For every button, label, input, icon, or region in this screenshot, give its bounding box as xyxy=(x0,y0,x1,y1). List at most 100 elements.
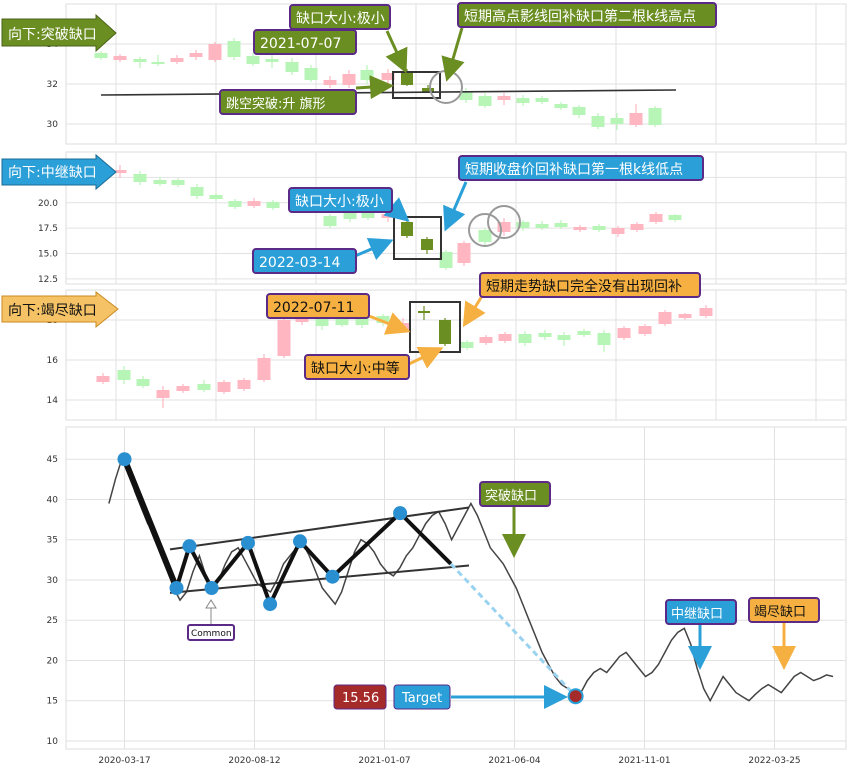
arrow-note-2 xyxy=(443,181,468,232)
candle-body xyxy=(497,222,511,232)
panel3-candles xyxy=(96,305,713,408)
target-box xyxy=(393,684,451,710)
candle-body xyxy=(190,187,204,196)
banner-arrow-2 xyxy=(1,153,117,191)
candle-body xyxy=(285,62,299,72)
gapsize-label-2: 缺口大小:极小 xyxy=(295,194,384,210)
arrow-gapsize-3 xyxy=(408,347,444,369)
candle-body xyxy=(611,228,625,234)
target-label: Target xyxy=(401,691,442,706)
banner-label-2: 向下:中继缺口 xyxy=(8,165,97,181)
candle-body xyxy=(156,390,170,398)
candle-body xyxy=(518,334,532,343)
main-grid: 2020-03-17 2020-08-12 2021-01-07 2021-06-04… xyxy=(47,427,846,766)
note-box-3 xyxy=(479,272,701,298)
pivot-point xyxy=(169,581,184,595)
gapsize-label-1: 缺口大小:极小 xyxy=(296,11,385,27)
candle-body xyxy=(227,41,241,57)
candle-body xyxy=(439,320,451,344)
candle-body xyxy=(315,316,329,326)
y-tick-label: 12.5 xyxy=(38,275,58,285)
zigzag-segment xyxy=(268,540,302,605)
candle-body xyxy=(133,174,147,182)
candle-body xyxy=(478,96,492,106)
candle-body xyxy=(421,239,433,250)
date-label-1: 2021-07-07 xyxy=(260,36,341,52)
candle-body xyxy=(591,116,605,127)
banner-label-1: 向下:突破缺口 xyxy=(8,27,97,43)
target-value-label: 15.56 xyxy=(342,691,379,706)
pivot-point xyxy=(325,569,340,584)
arrow-note-1 xyxy=(441,27,465,82)
candle-body xyxy=(217,382,231,392)
candle-body xyxy=(479,337,493,343)
candle-body xyxy=(649,214,663,222)
y-tick-label: 25 xyxy=(47,616,58,626)
candle-body xyxy=(133,59,147,62)
x-tick-label: 2021-01-07 xyxy=(358,756,410,766)
y-tick-label: 20 xyxy=(47,656,59,666)
arrow-gapsize-2 xyxy=(383,197,410,222)
candle-body xyxy=(176,386,190,391)
zigzag-segment xyxy=(210,541,250,590)
candle-body xyxy=(401,73,413,85)
x-tick-label: 2021-06-04 xyxy=(488,756,541,766)
candle-body xyxy=(557,335,571,340)
candle-body xyxy=(376,316,390,323)
candle-body xyxy=(151,62,165,64)
note-box-2 xyxy=(458,155,704,181)
candle-body xyxy=(617,328,631,338)
y-tick-label: 35 xyxy=(47,536,58,546)
arrow-date-3 xyxy=(368,312,411,335)
note-label-3: 短期走势缺口完全没有出现回补 xyxy=(486,278,682,295)
candle-body xyxy=(209,195,223,199)
candle-body xyxy=(266,202,280,208)
x-tick-label: 2022-03-25 xyxy=(748,756,800,766)
extra-label-1: 跳空突破:升 旗形 xyxy=(226,96,326,112)
x-tick-label: 2020-08-12 xyxy=(228,756,280,766)
main-frame xyxy=(65,426,847,750)
fill-circle-2b xyxy=(487,205,521,239)
gap2-box xyxy=(665,599,737,625)
candle-body xyxy=(171,180,185,185)
candle-body xyxy=(113,56,127,60)
pivot-point xyxy=(182,539,197,554)
pivot-point xyxy=(393,506,408,521)
candle-body xyxy=(208,44,222,60)
candle-body xyxy=(96,376,110,382)
target-projection xyxy=(449,562,577,698)
banner-arrow-1 xyxy=(1,13,117,53)
y-tick-label: 30 xyxy=(47,576,59,586)
candle-body xyxy=(610,118,624,124)
note-box-1 xyxy=(457,2,717,28)
candle-body xyxy=(237,380,251,389)
date-label-3: 2022-07-11 xyxy=(273,300,354,316)
candle-body xyxy=(418,311,430,313)
candle-body xyxy=(277,320,291,356)
pivot-point xyxy=(241,535,255,550)
y-tick-label: 17.5 xyxy=(38,224,58,234)
candle-body xyxy=(343,213,357,219)
candle-body xyxy=(335,318,349,325)
candle-body xyxy=(360,70,374,80)
candle-body xyxy=(257,358,271,380)
zigzag-segment xyxy=(187,545,214,589)
candle-body xyxy=(355,317,369,325)
candle-body xyxy=(597,333,611,345)
note-label-2: 短期收盘价回补缺口第一根k线低点 xyxy=(465,161,683,178)
candle-body xyxy=(197,384,211,390)
candle-body xyxy=(323,80,337,85)
date-box-1 xyxy=(253,29,357,55)
y-tick-label: 32 xyxy=(47,80,58,90)
zigzag-segment xyxy=(331,511,402,579)
candle-body xyxy=(630,224,644,230)
candle-body xyxy=(638,326,652,334)
upper-channel-line xyxy=(169,506,470,551)
gapsize-box-3 xyxy=(304,354,410,380)
candle-body xyxy=(658,312,672,324)
candle-body xyxy=(136,379,150,386)
y-tick-label: 45 xyxy=(47,455,58,465)
